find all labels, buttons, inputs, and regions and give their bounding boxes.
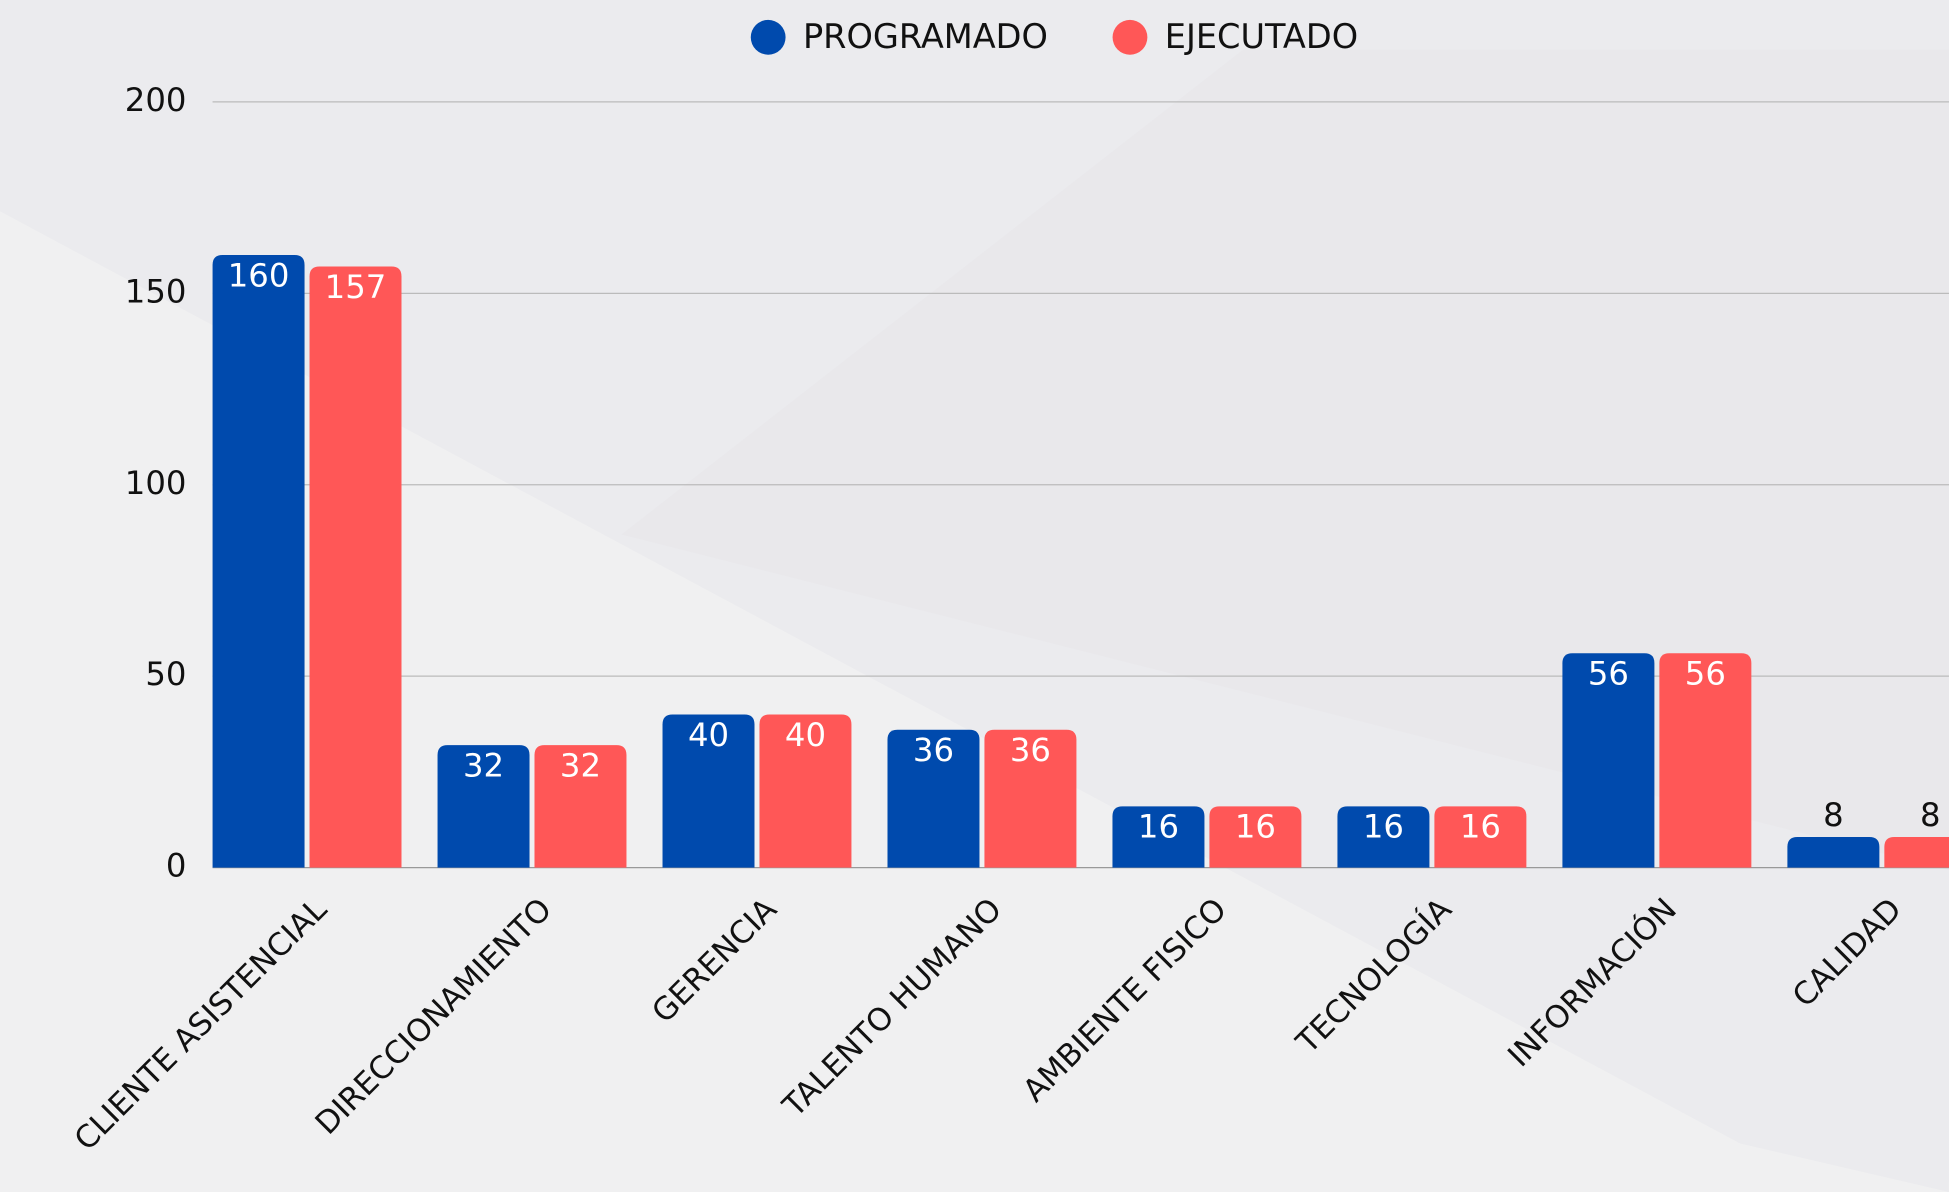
data-label: 8 [1920, 796, 1941, 834]
data-label: 16 [1363, 808, 1404, 846]
data-label: 36 [913, 731, 954, 769]
bar [1884, 836, 1949, 868]
bar [1659, 653, 1752, 868]
bar [309, 266, 402, 868]
bar [1112, 806, 1205, 868]
bar [437, 745, 530, 868]
legend-label: PROGRAMADO [803, 17, 1048, 56]
data-label: 160 [228, 256, 290, 294]
legend-marker [750, 19, 786, 55]
data-label: 40 [785, 716, 826, 754]
bar [1562, 653, 1655, 868]
data-label: 16 [1235, 808, 1276, 846]
data-label: 16 [1460, 808, 1501, 846]
y-tick-label: 150 [125, 272, 187, 310]
y-tick-label: 100 [125, 464, 187, 502]
bar [984, 729, 1077, 868]
bar [1337, 806, 1430, 868]
bar [212, 255, 305, 868]
bar [534, 745, 627, 868]
data-label: 32 [463, 746, 504, 784]
bar [887, 729, 980, 868]
legend-marker [1112, 19, 1148, 55]
y-tick-label: 0 [166, 847, 187, 885]
data-label: 157 [325, 268, 387, 306]
data-label: 40 [688, 716, 729, 754]
data-label: 32 [560, 746, 601, 784]
y-tick-label: 50 [145, 655, 186, 693]
bar [1787, 836, 1880, 868]
data-label: 8 [1823, 796, 1844, 834]
data-label: 56 [1588, 655, 1629, 693]
y-tick-label: 200 [125, 81, 187, 119]
data-label: 56 [1685, 655, 1726, 693]
bar [759, 714, 852, 868]
bar [662, 714, 755, 868]
data-label: 16 [1138, 808, 1179, 846]
legend-label: EJECUTADO [1165, 17, 1358, 56]
bar [1434, 806, 1527, 868]
data-label: 36 [1010, 731, 1051, 769]
bar [1209, 806, 1302, 868]
